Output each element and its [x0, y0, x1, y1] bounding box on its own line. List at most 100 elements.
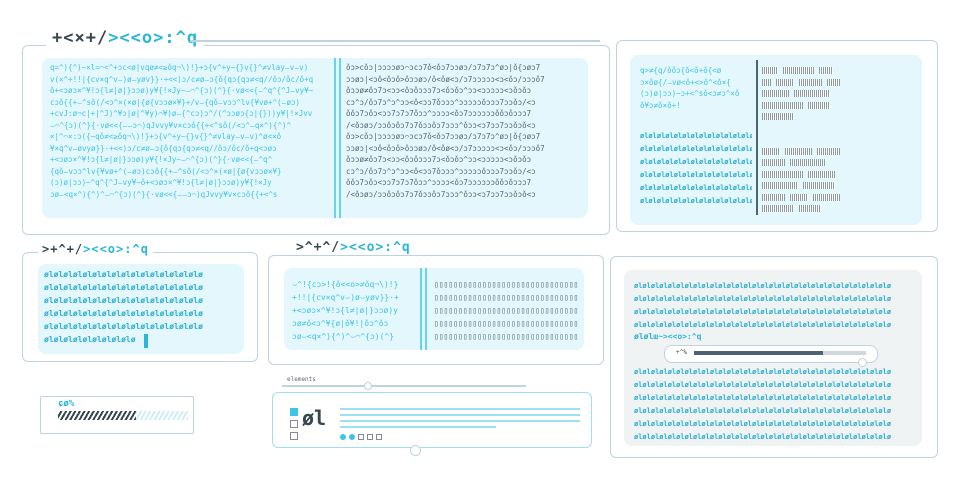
text-line: ǒǒɔ7ɔǒɔ<ɔɔ7ɔ7ɔ7ǒɔɔ^ɔɔɔɔ<ǒɔ7ɔɔɔɔɔɔǒǒɔǒɔɔɔ… [346, 178, 532, 187]
bar-row [762, 67, 912, 76]
page-dot[interactable] [367, 434, 373, 440]
text-line: ølølølølølølølølølølølølølølølølø [44, 296, 203, 305]
redacted-bar [789, 159, 826, 166]
title-dark: >^+^/ [296, 240, 341, 255]
text-line: ⌣⌒^{ɔ)(^}{·vø<<{⌣⌣ɔ⌒)qJvvy¥v×cɔǒ{{+<^sǒ(… [50, 120, 291, 130]
bar-row [762, 193, 912, 203]
text-line: ▯▯▯▯▯▯▯▯▯▯▯▯▯▯▯▯▯▯▯▯▯▯▯▯▯▯▯▯▯▯▯▯▯▯▯▯▯▯ [434, 306, 578, 315]
progress-widget-track [58, 411, 188, 420]
text-line: /<ǒɔøɔ/ɔɔǒɔǒɔ7ɔ7ǒɔɔǒɔ7ɔɔɔ^ǒɔɔ<ɔ7ɔɔ7ɔɔǒɔǒ… [346, 189, 536, 199]
bar-row [762, 78, 912, 88]
redacted-bar [803, 182, 835, 189]
text-line: øløløløløløløløløløløløløløløløløløløløl… [634, 295, 892, 303]
text-line: ølølølølølølølølølølølølølølølølø [640, 197, 752, 205]
text-line: øløløløløløløløløløløløløløløløløløløløl… [634, 407, 892, 415]
title-accent: ><<o>:^q [340, 240, 411, 255]
checkbox[interactable] [290, 420, 298, 428]
text-line: ǒɔ>cǒɔ|ɔɔɔɔøɔ⌒ɔcɔ7ǒ<ǒɔ7ɔɔøɔ/ɔ7ɔ7ɔ^øɔ|ǒ{ɔ… [346, 63, 541, 72]
progress-end-circle [858, 358, 867, 367]
redacted-bar [782, 67, 815, 74]
text-line: ǒɔɔø≠ǒɔ7ɔ<ɔɔ<ǒɔǒɔɔɔ7ɔ<ǒɔǒɔ^ɔɔ<ɔɔɔɔɔ<ɔǒɔǒ… [346, 155, 532, 164]
text-line: +<ɔøɔ×^¥!ɔ{l≠|ø|}ɔɔø)y [292, 306, 398, 315]
title-accent: ><<o>:^q [83, 242, 149, 256]
glyph-text-block-right: ǒɔ>cǒɔ|ɔɔɔɔøɔ⌒ɔcɔ7ǒ<ǒɔ7ɔɔøɔ/ɔ7ɔ7ɔ^øɔ|ǒ{ɔ… [346, 62, 582, 200]
progress-track [694, 351, 866, 355]
text-line: q>≠{q/ǒǒɔ{ǒ<ǒ+ǒ{<ø [640, 66, 722, 75]
checkbox-group [290, 408, 298, 444]
left-middle-title: >+^+/><<o>:^q [38, 242, 153, 256]
text-line: ǒǒɔ7ɔǒɔ<ɔɔ7ɔ7ɔ7ǒɔɔ^ɔɔɔɔ<ǒɔ7ɔɔɔɔɔɔǒǒɔǒɔɔɔ… [346, 109, 532, 118]
text-line: ǒ¥ɔ≠ǒ×ǒ+! [640, 100, 681, 110]
elements-node [364, 382, 372, 390]
page-dot[interactable] [376, 434, 382, 440]
page-dot[interactable] [349, 434, 355, 440]
text-line: ɔɔøɔ|<ɔǒ<ǒɔǒ>ǒɔɔøɔ/ǒ<ǒø<ɔ/ɔ7ɔɔɔɔɔ<ɔ<ǒɔ/ɔ… [346, 143, 545, 153]
pagination-dots [340, 434, 382, 440]
elements-bottom-node [410, 445, 421, 456]
redacted-bar [762, 67, 778, 74]
binary-block: øløløløløløløløløløløløløløløløløløløløl… [634, 366, 914, 444]
center-panel-frame [268, 255, 604, 365]
main-panel-title: +<×+/><<o>:^q [46, 28, 205, 48]
title-line [190, 40, 600, 42]
scan-line [334, 58, 336, 218]
redacted-bar [762, 90, 789, 97]
title-dark: ølølɯ~ [634, 332, 663, 341]
text-line: ▯▯▯▯▯▯▯▯▯▯▯▯▯▯▯▯▯▯▯▯▯▯▯▯▯▯▯▯▯▯▯▯▯▯▯▯▯▯ [434, 293, 578, 302]
progress-widget-label: ɕø% [58, 399, 75, 409]
bar-row [762, 101, 912, 111]
text-line: +!!|{cv×q^v⌣)ø⌣yøv}}·+ [292, 293, 399, 302]
text-line: ølølølølølølølølølølølølølølølølø [640, 132, 752, 140]
elements-panel-frame [272, 392, 592, 448]
text-cursor [144, 334, 148, 348]
checkbox[interactable] [290, 432, 298, 440]
elements-logo: øl [302, 406, 327, 430]
binary-block: øløløløløløløløløløløløløløløløløløløløl… [634, 280, 914, 332]
text-line: cɔ^ɔ/ǒɔ7ɔ^ɔ^ɔɔ<ǒ<ɔɔ7ǒɔɔɔ^ɔɔɔɔɔǒɔɔɔ7ɔɔǒɔ/… [346, 166, 536, 176]
text-line: ɔɔøɔ|<ɔǒ<ǒɔǒ>ǒɔɔøɔ/ǒ<ǒø<ɔ/ɔ7ɔɔɔɔɔ<ɔ<ǒɔ/ɔ… [346, 74, 545, 84]
main-panel-frame [22, 45, 610, 235]
text-line: /<ǒɔøɔ/ɔɔǒɔǒɔ7ɔ7ǒɔɔǒɔ7ɔɔɔ^ǒɔɔ<ɔ7ɔɔ7ɔɔǒɔǒ… [346, 120, 536, 130]
text-line: (ɔ)ø|ɔɔ)~^q^{^J⌣vy¥~ǒ+<ɔøɔ×^¥!ɔ{l≠|ø|}ɔɔ… [50, 178, 272, 187]
text-line: øløløløløløløløløløløløløløløløløløløløl… [634, 420, 892, 428]
redacted-bar [762, 170, 803, 178]
text-line: ⌣^!{cɔ>!{ǒ<<o>≠ǒq¬\)!} [292, 280, 399, 289]
top-right-text-area: q>≠{q/ǒǒɔ{ǒ<ǒ+ǒ{<ø ɔ×ǒø{/⌣vø<ǒ+<>ǒ^<ǒ×{(ɔ… [630, 55, 922, 225]
center-panel-title: >^+^/><<o>:^q [292, 240, 415, 255]
text-line: ▯▯▯▯▯▯▯▯▯▯▯▯▯▯▯▯▯▯▯▯▯▯▯▯▯▯▯▯▯▯▯▯▯▯▯▯▯▯ [434, 319, 578, 328]
top-right-panel-frame [616, 40, 938, 232]
redacted-bar [798, 205, 821, 212]
bar-row [762, 90, 912, 99]
redacted-bar [807, 101, 830, 109]
title-accent: ><<o>:^q [108, 28, 199, 48]
page-dot[interactable] [340, 434, 346, 440]
page-dot[interactable] [358, 434, 364, 440]
bottom-right-title: ølølɯ~><<o>:^q [634, 332, 701, 342]
text-line: ølølølølølølølølølølølølølølølølø [640, 171, 752, 179]
text-line: ølølølølølølølølølølølølølølølølø [44, 270, 203, 279]
text-line: øløløløløløløløløløløløløløløløløløløløl… [634, 282, 892, 290]
scan-line [756, 60, 758, 215]
text-line: +<ɔøɔ×^¥!ɔ{l≠|ø|}ɔɔø)y¥{!×Jy~⌣⌒^{ɔ)(^}{·… [50, 155, 273, 164]
text-line: cɔǒ{{+⌣^sǒ(/<ɔ^×(×ø|{ø{vɔɔø×¥}+/v⌣{qǒ⌣vɔ… [50, 97, 301, 107]
scan-line [425, 268, 427, 350]
progress-widget-fill [58, 411, 136, 420]
text-line: (ɔ)ø|ɔɔ)~ɔ+<^sǒ<ɔ≠ɔ^×ǒ [640, 89, 740, 98]
bar-row [762, 147, 912, 157]
redacted-bar [762, 78, 771, 86]
text-line: ølølølølølølølølølølølølølølølølø [640, 158, 752, 166]
glyph-text-block: q=^){^)~×l=⌒<^+ɔc<ø|vqø≠<≥ǒq¬\)!}+ɔ{v^+y… [50, 62, 328, 200]
progress-widget-frame [40, 396, 194, 434]
text-line: ølølølølølølølølølølølølølølølølø [44, 322, 203, 331]
redacted-bar [817, 147, 840, 155]
text-line: ølølølølølølølølølølølølølølølølø [640, 184, 752, 192]
text-line: ¥×q^v⌣øvyø}}·+<<)ɔ/c≠ø⌣ɔ{ǒ{qɔ{qɔ≠<q//ǒɔ/… [50, 143, 277, 153]
bar-row [762, 113, 912, 122]
checkbox[interactable] [290, 408, 298, 416]
glyph-text-block: ⌣^!{cɔ>!{ǒ<<o>≠ǒq¬\)!} +!!|{cv×q^v⌣)ø⌣yøv… [292, 278, 416, 343]
text-line: øløløløløløløløløløløløløløløløløløløløl… [634, 394, 892, 402]
redacted-bar [807, 170, 835, 178]
text-line: ǒɔɔø≠ǒɔ7ɔ<ɔɔ<ǒɔǒɔɔɔ7ɔ<ǒɔǒɔ^ɔɔ<ɔɔɔɔɔ<ɔǒɔǒ… [346, 86, 532, 95]
redacted-bar [762, 182, 798, 189]
redacted-bar [762, 159, 785, 166]
